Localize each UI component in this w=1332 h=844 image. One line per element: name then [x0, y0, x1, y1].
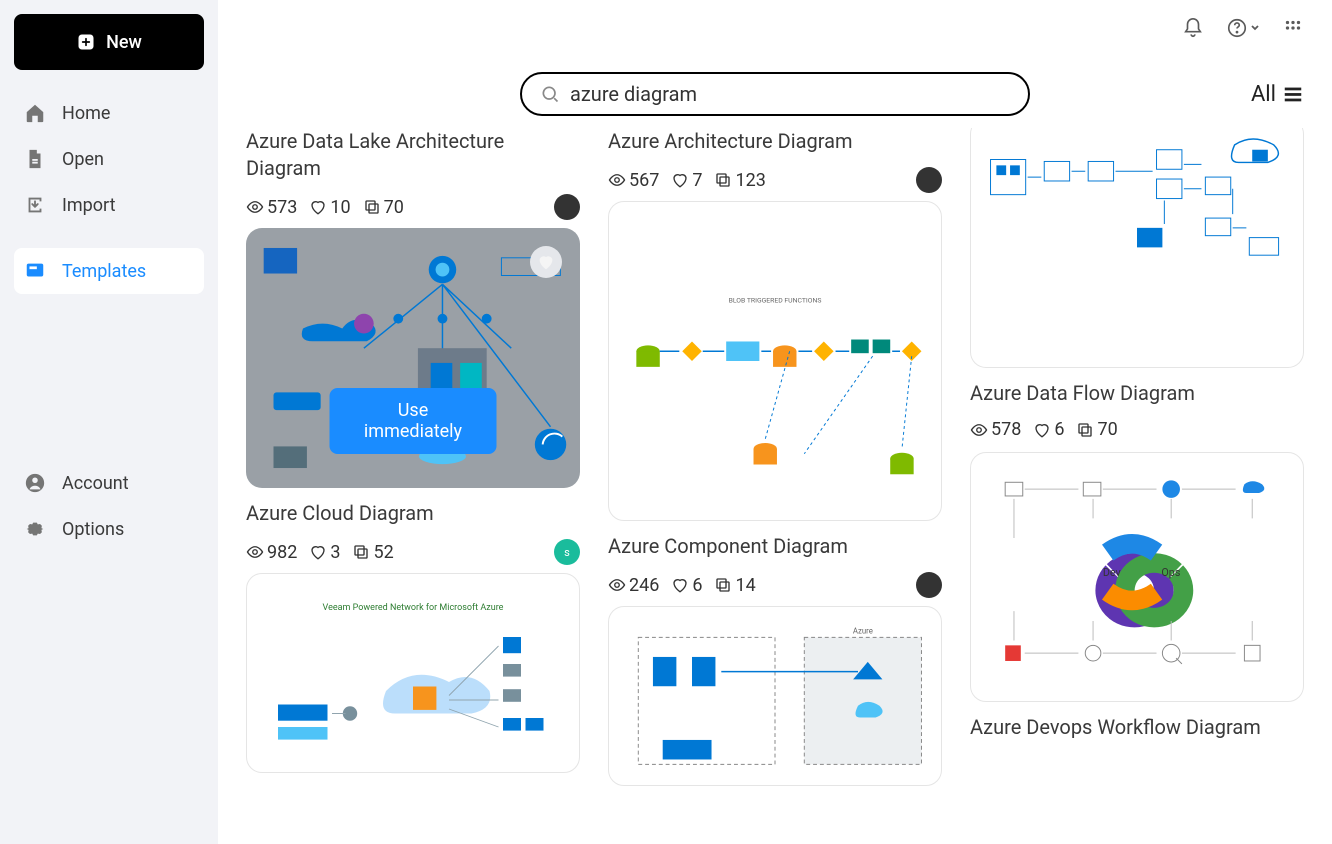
use-immediately-button[interactable]: Use immediately [330, 388, 497, 454]
heart-icon [671, 576, 689, 594]
sidebar-item-import[interactable]: Import [14, 182, 204, 228]
template-thumbnail[interactable]: Use immediately [246, 228, 580, 488]
account-icon [24, 472, 46, 494]
nav-list-bottom: Account Options [14, 460, 204, 830]
gallery-column: Azure Data Flow Diagram 578 6 70 [970, 128, 1304, 828]
avatar[interactable] [916, 572, 942, 598]
template-card: Azure Component Diagram 246 6 14 [608, 533, 942, 786]
new-button-label: New [106, 32, 142, 53]
bell-icon[interactable] [1182, 17, 1204, 39]
svg-text:Azure: Azure [853, 627, 873, 636]
card-title: Azure Devops Workflow Diagram [970, 714, 1304, 741]
card-stats: 573 10 70 [246, 197, 404, 218]
card-title: Azure Cloud Diagram [246, 500, 580, 527]
eye-icon [246, 198, 264, 216]
diagram-preview: Dev Ops [971, 453, 1303, 701]
nav-list: Home Open Import Templates [14, 90, 204, 460]
avatar[interactable]: s [554, 539, 580, 565]
copy-icon [363, 198, 381, 216]
sidebar-item-templates[interactable]: Templates [14, 248, 204, 294]
diagram-preview: Azure [609, 607, 941, 785]
copy-icon [714, 171, 732, 189]
gallery-column: Azure Architecture Diagram 567 7 123 [608, 128, 942, 828]
avatar[interactable] [554, 194, 580, 220]
import-icon [24, 194, 46, 216]
search-input[interactable] [570, 82, 1010, 106]
topbar [218, 0, 1332, 56]
copy-icon [352, 543, 370, 561]
gallery: Azure Data Lake Architecture Diagram 573… [218, 128, 1332, 828]
sidebar-item-options[interactable]: Options [14, 506, 204, 552]
template-thumbnail[interactable]: Veeam Powered Network for Microsoft Azur… [246, 573, 580, 773]
eye-icon [608, 171, 626, 189]
template-thumbnail[interactable]: Azure [608, 606, 942, 786]
all-filter[interactable]: All [1251, 82, 1304, 107]
card-title: Azure Data Lake Architecture Diagram [246, 128, 580, 182]
search-box[interactable] [520, 72, 1030, 116]
template-thumbnail[interactable]: BLOB TRIGGERED FUNCTIONS [608, 201, 942, 521]
card-title: Azure Component Diagram [608, 533, 942, 560]
search-row: All [218, 72, 1332, 128]
help-button[interactable] [1226, 17, 1260, 39]
eye-icon [608, 576, 626, 594]
svg-text:Veeam Powered Network for Micr: Veeam Powered Network for Microsoft Azur… [323, 603, 504, 613]
template-card: Azure Data Lake Architecture Diagram 573… [246, 128, 580, 488]
sidebar-item-open[interactable]: Open [14, 136, 204, 182]
templates-icon [24, 260, 46, 282]
heart-icon [537, 253, 555, 271]
sidebar-item-label: Home [62, 103, 110, 124]
svg-text:Ops: Ops [1161, 566, 1180, 579]
search-icon [540, 84, 560, 104]
menu-icon [1282, 83, 1304, 105]
sidebar-item-label: Templates [62, 261, 146, 282]
file-icon [24, 148, 46, 170]
card-stats: 982 3 52 [246, 542, 394, 563]
template-card: Azure Architecture Diagram 567 7 123 [608, 128, 942, 521]
main: All Azure Data Lake Architecture Diagram… [218, 0, 1332, 844]
heart-icon [309, 198, 327, 216]
sidebar-item-label: Open [62, 149, 104, 170]
eye-icon [970, 421, 988, 439]
template-thumbnail[interactable] [970, 128, 1304, 368]
diagram-preview [971, 128, 1303, 367]
home-icon [24, 102, 46, 124]
plus-icon [76, 32, 96, 52]
gear-icon [24, 518, 46, 540]
sidebar: New Home Open Import Templates [0, 0, 218, 844]
sidebar-item-label: Import [62, 195, 115, 216]
eye-icon [246, 543, 264, 561]
card-stats: 578 6 70 [970, 419, 1118, 440]
copy-icon [1076, 421, 1094, 439]
gallery-column: Azure Data Lake Architecture Diagram 573… [246, 128, 580, 828]
sidebar-item-label: Options [62, 519, 124, 540]
copy-icon [714, 576, 732, 594]
template-card: Azure Cloud Diagram 982 3 52 s [246, 500, 580, 773]
chevron-down-icon [1250, 23, 1260, 33]
favorite-button[interactable] [530, 246, 562, 278]
card-stats: 246 6 14 [608, 575, 756, 596]
sidebar-item-label: Account [62, 473, 129, 494]
diagram-preview: BLOB TRIGGERED FUNCTIONS [609, 202, 941, 520]
content: All Azure Data Lake Architecture Diagram… [218, 56, 1332, 844]
all-filter-label: All [1251, 82, 1276, 107]
help-icon [1226, 17, 1248, 39]
new-button[interactable]: New [14, 14, 204, 70]
card-title: Azure Architecture Diagram [608, 128, 942, 155]
template-thumbnail[interactable]: Dev Ops [970, 452, 1304, 702]
heart-icon [309, 543, 327, 561]
grid-icon[interactable] [1282, 17, 1304, 39]
sidebar-item-home[interactable]: Home [14, 90, 204, 136]
template-card: Azure Data Flow Diagram 578 6 70 [970, 380, 1304, 440]
diagram-preview: Veeam Powered Network for Microsoft Azur… [247, 574, 579, 772]
card-stats: 567 7 123 [608, 170, 766, 191]
card-title: Azure Data Flow Diagram [970, 380, 1304, 407]
heart-icon [671, 171, 689, 189]
svg-text:BLOB TRIGGERED FUNCTIONS: BLOB TRIGGERED FUNCTIONS [729, 296, 822, 304]
heart-icon [1033, 421, 1051, 439]
svg-text:Dev: Dev [1103, 566, 1121, 579]
avatar[interactable] [916, 167, 942, 193]
sidebar-item-account[interactable]: Account [14, 460, 204, 506]
